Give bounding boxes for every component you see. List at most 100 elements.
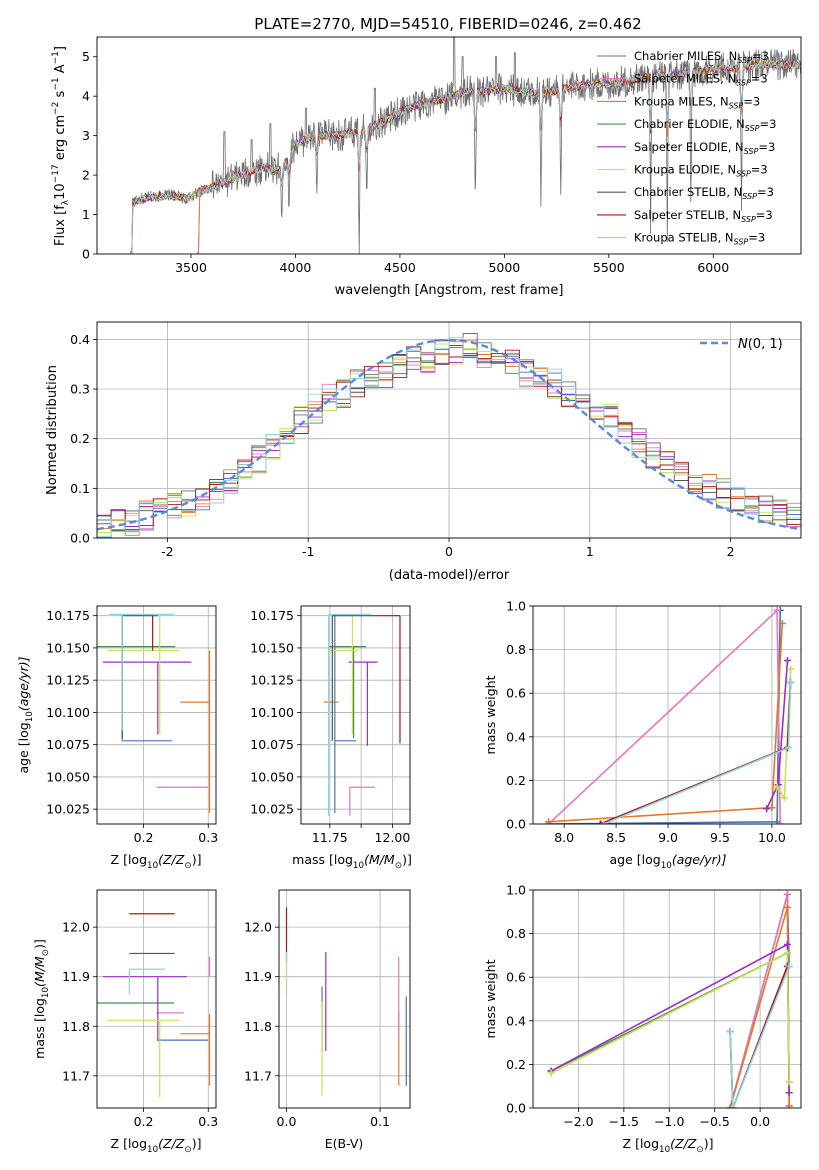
legend-label-sub: SSP	[736, 79, 751, 88]
x-axis-label: wavelength [Angstrom, rest frame]	[335, 283, 564, 298]
legend-label-part: =3	[757, 185, 774, 199]
weight-marker-kroupa-elodie	[773, 783, 781, 791]
legend-label-sub: SSP	[737, 56, 752, 65]
y-tick-label: 10.075	[250, 737, 294, 752]
weight-marker-kroupa-elodie	[780, 794, 788, 802]
x-axis-label-part: (Z/Z	[158, 852, 185, 867]
x-axis-label: Z [log10(Z/Z⊙)]	[111, 1136, 202, 1155]
z-age-panel: 0.2 0.3 10.025 10.050 10.075 10.100 10.125 10.1…	[16, 605, 218, 871]
x-tick-label: 8.0	[554, 830, 574, 845]
y-tick-label: 0.6	[506, 686, 526, 701]
weight-marker-kroupa-miles	[726, 1104, 734, 1108]
y-tick-label: 12.0	[244, 920, 272, 935]
x-axis-label: Z [log10(Z/Z⊙)]	[111, 852, 202, 871]
x-tick-label: 8.5	[606, 830, 626, 845]
legend-label-part: =3	[751, 163, 768, 177]
weight-marker-kroupa-stelib	[726, 1028, 734, 1036]
weight-marker-salpeter-elodie	[785, 1089, 793, 1097]
x-axis-label-sub: ⊙	[395, 861, 402, 871]
y-tick-label: 11.8	[244, 1019, 272, 1034]
legend-label-part: Chabrier ELODIE, N	[634, 117, 745, 131]
x-axis-label-part: )]	[192, 1136, 202, 1151]
legend-label-part: =3	[756, 208, 773, 222]
y-tick-label: 10.175	[250, 608, 294, 623]
y-tick-label: 0.4	[506, 1013, 526, 1028]
y-tick-label: 0.4	[506, 729, 526, 744]
x-tick-label: 0.2	[134, 1114, 154, 1129]
legend-label: Kroupa ELODIE, NSSP=3	[634, 163, 768, 179]
x-tick-label: 6000	[697, 260, 729, 275]
legend-label-sub: SSP	[734, 238, 749, 247]
y-axis-label-part: −2	[51, 102, 61, 115]
weight-marker-kroupa-miles	[778, 619, 786, 627]
legend-label-part: Chabrier MILES, N	[634, 49, 737, 63]
x-axis-label-sub: ⊙	[184, 861, 191, 871]
axes-frame	[96, 36, 802, 255]
weight-marker-kroupa-miles	[783, 903, 791, 911]
spectrum-series-chabrier-stelib	[130, 37, 801, 254]
legend-label-sub: SSP	[741, 215, 756, 224]
z-weight-panel: −2.0 −1.5 −1.0 −0.5 0.0 0.0 0.2 0.4 0.6 0.8 1.0 Z […	[483, 883, 802, 1155]
y-axis-label-part: )]	[32, 939, 47, 949]
axes-frame	[278, 889, 411, 1109]
x-axis-label-part: (Z/Z	[670, 1136, 697, 1151]
weight-line-salpeter-miles	[548, 608, 781, 824]
legend-label-part: Salpeter ELODIE, N	[634, 140, 744, 154]
weight-marker-kroupa-miles	[785, 1102, 793, 1108]
axes-frame	[300, 605, 411, 825]
normal-curve	[97, 338, 801, 531]
y-axis-label-part: (age/yr)]	[16, 656, 31, 711]
y-axis-label: age [log10(age/yr)]	[16, 656, 35, 773]
figure-title: PLATE=2770, MJD=54510, FIBERID=0246, z=0…	[254, 15, 641, 33]
x-axis-label: mass [log10(M/M⊙)]	[292, 852, 412, 871]
y-axis-label-sub: ⊙	[41, 949, 51, 956]
z-mass-panel: 0.2 0.311.711.811.912.0Z [log10(Z/Z⊙)]mas…	[32, 889, 218, 1155]
y-tick-label: 0.4	[70, 332, 90, 347]
y-axis-label-part: mass [log	[32, 998, 47, 1059]
y-tick-label: 2	[82, 168, 90, 183]
plot-area	[545, 606, 795, 824]
plot-area	[547, 890, 793, 1108]
x-axis-label: age [log10(age/yr)]	[609, 852, 726, 871]
legend-label-part: Kroupa MILES, N	[634, 94, 729, 108]
y-axis-label-part: A	[53, 64, 68, 77]
y-axis-label: Flux [fλ10−17 erg cm−2 s−1 A−1]	[51, 46, 71, 246]
x-axis-label-sub: 10	[661, 861, 672, 871]
legend-label: Kroupa STELIB, NSSP=3	[634, 231, 765, 247]
x-axis-label-part: Z [log	[111, 852, 147, 867]
x-axis-label-part: Z [log	[623, 1136, 659, 1151]
weight-marker-kroupa-elodie	[547, 1069, 555, 1077]
weight-line-kroupa-stelib	[603, 682, 792, 824]
y-tick-label: 10.175	[46, 608, 90, 623]
y-tick-label: 10.125	[250, 673, 294, 688]
x-axis-label: (data-model)/error	[389, 568, 510, 583]
y-tick-label: 0	[82, 247, 90, 262]
y-tick-label: 1.0	[506, 883, 526, 898]
y-axis-label: mass weight	[483, 959, 498, 1038]
weight-marker-salpeter-stelib	[597, 820, 605, 824]
y-axis-label-part: −17	[51, 164, 61, 183]
x-tick-label: 4000	[280, 260, 312, 275]
legend-label: Salpeter ELODIE, NSSP=3	[634, 140, 775, 156]
legend-label-part: Salpeter STELIB, N	[634, 208, 741, 222]
axes-frame	[532, 605, 802, 825]
y-axis-label-part: age [log	[16, 722, 31, 773]
y-tick-label: 0.0	[506, 817, 526, 832]
x-axis-label-part: )]	[192, 852, 202, 867]
y-tick-label: 0.2	[70, 431, 90, 446]
legend-label: Salpeter STELIB, NSSP=3	[634, 208, 773, 224]
x-axis-label-part: (Z/Z	[158, 1136, 185, 1151]
y-axis-label: mass [log10(M/M⊙)]	[32, 939, 51, 1059]
y-tick-label: 5	[82, 49, 90, 64]
x-axis-label-sub: 10	[353, 861, 364, 871]
hist-series-salpeter-stelib	[97, 346, 801, 531]
y-axis-label-sub: 10	[25, 711, 35, 722]
y-tick-label: 1	[82, 207, 90, 222]
y-axis-label-sub: 10	[41, 987, 51, 998]
x-axis-label-part: mass [log	[292, 852, 353, 867]
hist-series-kroupa-stelib	[97, 337, 801, 537]
y-tick-label: 3	[82, 128, 90, 143]
x-axis-label-sub: ⊙	[184, 1145, 191, 1155]
legend-label: Chabrier ELODIE, NSSP=3	[634, 117, 776, 133]
weight-marker-kroupa-stelib	[787, 678, 795, 686]
